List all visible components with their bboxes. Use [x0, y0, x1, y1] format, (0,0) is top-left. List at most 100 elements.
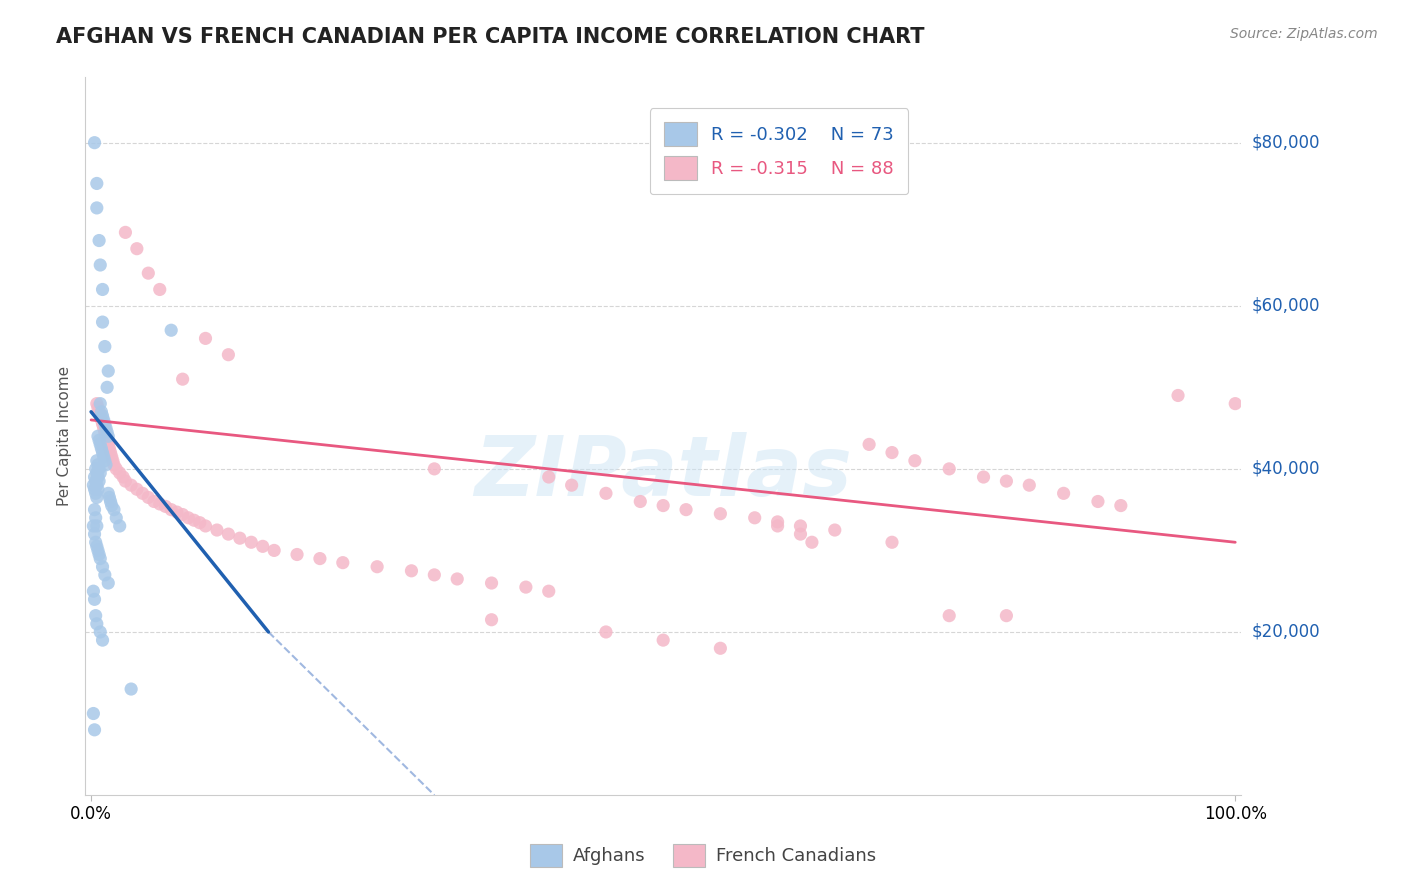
- Point: [87, 234, 110, 248]
- Point: [97, 576, 120, 591]
- Point: [87, 405, 110, 419]
- Point: [652, 633, 675, 648]
- Point: [97, 437, 120, 451]
- Point: [87, 482, 110, 496]
- Point: [446, 572, 468, 586]
- Point: [84, 474, 107, 488]
- Point: [87, 458, 110, 472]
- Point: [94, 429, 117, 443]
- Point: [105, 462, 128, 476]
- Point: [880, 535, 903, 549]
- Point: [82, 519, 104, 533]
- Point: [481, 613, 503, 627]
- Point: [904, 453, 927, 467]
- Point: [89, 409, 111, 423]
- Point: [120, 681, 142, 696]
- Point: [86, 519, 108, 533]
- Point: [86, 539, 108, 553]
- Point: [709, 641, 731, 656]
- Point: [91, 559, 114, 574]
- Point: [86, 177, 108, 191]
- Point: [240, 535, 263, 549]
- Point: [98, 491, 121, 505]
- Point: [94, 453, 117, 467]
- Y-axis label: Per Capita Income: Per Capita Income: [58, 367, 72, 507]
- Point: [83, 527, 105, 541]
- Point: [100, 445, 122, 459]
- Point: [101, 453, 124, 467]
- Point: [94, 417, 117, 431]
- Point: [89, 551, 111, 566]
- Point: [252, 539, 274, 553]
- Point: [84, 608, 107, 623]
- Point: [217, 348, 239, 362]
- Point: [87, 401, 110, 415]
- Point: [84, 510, 107, 524]
- Point: [87, 470, 110, 484]
- Point: [91, 417, 114, 431]
- Point: [89, 466, 111, 480]
- Text: Source: ZipAtlas.com: Source: ZipAtlas.com: [1230, 27, 1378, 41]
- Point: [93, 450, 115, 464]
- Point: [87, 474, 110, 488]
- Point: [172, 508, 194, 522]
- Point: [87, 434, 110, 448]
- Point: [177, 510, 200, 524]
- Point: [112, 470, 135, 484]
- Point: [800, 535, 823, 549]
- Point: [96, 380, 118, 394]
- Point: [83, 502, 105, 516]
- Point: [114, 226, 136, 240]
- Point: [789, 519, 811, 533]
- Point: [766, 519, 789, 533]
- Point: [91, 445, 114, 459]
- Point: [136, 491, 159, 505]
- Point: [309, 551, 332, 566]
- Text: AFGHAN VS FRENCH CANADIAN PER CAPITA INCOME CORRELATION CHART: AFGHAN VS FRENCH CANADIAN PER CAPITA INC…: [56, 27, 925, 46]
- Text: $60,000: $60,000: [1253, 297, 1320, 315]
- Point: [90, 405, 112, 419]
- Point: [401, 564, 423, 578]
- Point: [83, 136, 105, 150]
- Point: [87, 548, 110, 562]
- Point: [789, 527, 811, 541]
- Point: [160, 323, 183, 337]
- Point: [108, 519, 131, 533]
- Point: [143, 494, 166, 508]
- Point: [90, 413, 112, 427]
- Point: [100, 494, 122, 508]
- Point: [595, 624, 617, 639]
- Point: [205, 523, 228, 537]
- Point: [880, 445, 903, 459]
- Point: [90, 442, 112, 456]
- Point: [83, 482, 105, 496]
- Point: [423, 462, 446, 476]
- Point: [166, 505, 188, 519]
- Point: [1225, 397, 1247, 411]
- Point: [82, 706, 104, 721]
- Point: [995, 474, 1018, 488]
- Point: [595, 486, 617, 500]
- Point: [89, 437, 111, 451]
- Point: [628, 494, 651, 508]
- Point: [103, 502, 125, 516]
- Point: [995, 608, 1018, 623]
- Point: [824, 523, 846, 537]
- Point: [217, 527, 239, 541]
- Text: $20,000: $20,000: [1253, 623, 1320, 641]
- Point: [114, 474, 136, 488]
- Point: [82, 584, 104, 599]
- Point: [97, 364, 120, 378]
- Point: [652, 499, 675, 513]
- Point: [84, 486, 107, 500]
- Text: $80,000: $80,000: [1253, 134, 1320, 152]
- Point: [87, 429, 110, 443]
- Point: [1109, 499, 1132, 513]
- Point: [108, 466, 131, 480]
- Point: [183, 513, 205, 527]
- Point: [938, 608, 960, 623]
- Point: [89, 624, 111, 639]
- Point: [86, 491, 108, 505]
- Point: [86, 201, 108, 215]
- Point: [98, 442, 121, 456]
